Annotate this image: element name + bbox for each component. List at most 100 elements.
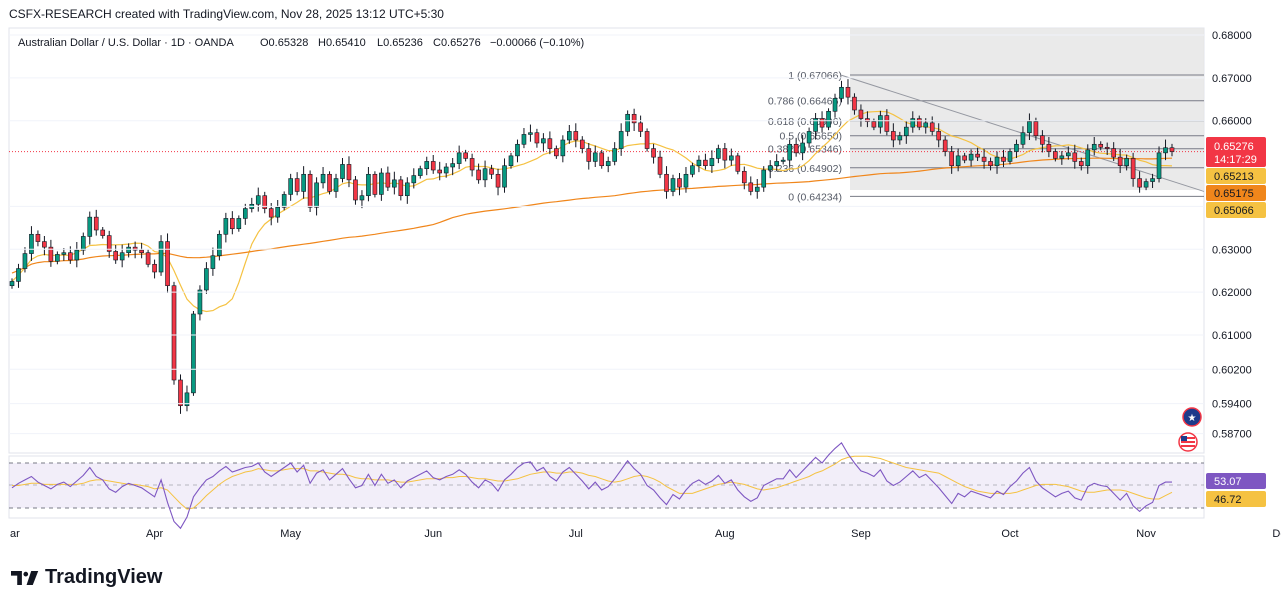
ohlc-change: −0.00066 (−0.10%): [490, 37, 584, 49]
candle-body: [268, 208, 274, 218]
x-axis[interactable]: ar Apr May Jun Jul Aug Sep Oct Nov Dec: [10, 528, 1281, 540]
candle-body: [664, 173, 669, 192]
aud-flag-icon[interactable]: ★: [1182, 407, 1202, 427]
candle-body: [411, 175, 417, 184]
x-tick-label: Apr: [146, 528, 163, 540]
y-axis[interactable]: 0.680000.670000.660000.640000.630000.620…: [9, 30, 1252, 441]
candle-body: [761, 169, 767, 188]
candle-body: [1117, 156, 1123, 167]
y-tick-label: 0.68000: [1212, 30, 1252, 42]
candle-body: [878, 115, 883, 128]
candle-body: [800, 142, 805, 154]
candle-body: [294, 178, 300, 192]
candle-body: [106, 235, 112, 252]
candle-body: [716, 148, 721, 159]
candle-body: [793, 143, 799, 154]
current-price-label: 0.65276: [1214, 141, 1254, 153]
candle-body: [975, 153, 980, 158]
chart-title: Australian Dollar / U.S. Dollar · 1D · O…: [18, 37, 234, 49]
ma-value-label: 0.65213: [1214, 171, 1254, 183]
candle-body: [255, 195, 261, 205]
candle-body: [644, 131, 650, 149]
candle-body: [29, 233, 34, 254]
ma-value-label-bg: [1206, 185, 1266, 201]
candle-body: [1040, 135, 1045, 145]
candle-body: [806, 131, 812, 144]
candle-body: [528, 132, 533, 135]
candle-body: [152, 263, 157, 273]
candle-body: [910, 118, 916, 128]
candle-body: [204, 268, 209, 291]
candle-body: [353, 179, 358, 201]
candle-body: [320, 173, 326, 184]
candles: [9, 79, 1175, 414]
candle-body: [139, 249, 144, 254]
candle-body: [1104, 146, 1110, 149]
candle-body: [696, 159, 702, 167]
candle-body: [275, 206, 281, 218]
candle-body: [450, 163, 455, 168]
candle-body: [988, 161, 993, 167]
candle-body: [599, 152, 605, 167]
rsi-ma-value-label-bg: [1206, 491, 1266, 507]
candle-body: [1078, 161, 1084, 167]
candle-body: [741, 170, 747, 184]
candle-body: [891, 131, 896, 141]
candle-body: [217, 233, 222, 257]
candle-body: [1143, 181, 1149, 188]
candle-body: [404, 182, 410, 197]
candle-body: [1059, 155, 1065, 159]
candle-body: [398, 179, 404, 197]
candle-body: [729, 155, 734, 161]
moving-averages: [11, 110, 1173, 313]
candle-body: [994, 156, 1000, 167]
candle-body: [916, 118, 922, 128]
countdown-label: 14:17:29: [1214, 154, 1257, 166]
candle-body: [780, 159, 786, 162]
candle-body: [16, 268, 21, 282]
x-tick-label: Sep: [851, 528, 871, 540]
candle-body: [677, 178, 682, 188]
candle-body: [955, 155, 961, 167]
ma-value-label-bg: [1206, 168, 1266, 184]
candle-body: [923, 122, 929, 128]
ma-slow-line: [11, 157, 1173, 274]
candle-body: [48, 246, 54, 262]
candle-body: [456, 152, 462, 164]
candle-body: [813, 118, 818, 132]
candle-body: [722, 148, 728, 161]
candle-body: [508, 155, 514, 167]
candle-body: [554, 148, 559, 157]
candle-body: [592, 152, 598, 162]
candle-body: [774, 161, 780, 167]
candle-body: [230, 218, 235, 230]
candle-body: [625, 113, 630, 132]
candle-body: [476, 169, 481, 181]
candle-body: [1130, 158, 1136, 179]
candle-body: [100, 229, 106, 236]
candle-body: [534, 132, 540, 144]
candle-body: [1053, 151, 1058, 159]
candle-body: [61, 252, 67, 255]
y-tick-label: 0.63000: [1212, 244, 1252, 256]
candle-body: [236, 218, 242, 230]
tradingview-brand[interactable]: TradingView: [11, 566, 162, 589]
usd-flag-icon[interactable]: [1178, 432, 1198, 452]
tradingview-logo-icon: [11, 570, 39, 585]
candle-body: [333, 178, 339, 192]
candle-body: [1007, 151, 1013, 162]
x-tick-label: Jun: [424, 528, 442, 540]
candle-body: [586, 148, 592, 162]
fib-level-label: 0.236 (0.64902): [768, 163, 842, 175]
candle-body: [547, 138, 553, 149]
rsi-line: [11, 441, 1172, 530]
candle-body: [424, 161, 430, 170]
candle-body: [735, 155, 741, 172]
ohlc-high: H0.65410: [318, 37, 366, 49]
candle-body: [1137, 178, 1142, 188]
candle-body: [385, 172, 391, 188]
candle-body: [495, 173, 501, 188]
candle-body: [171, 285, 177, 381]
candle-body: [93, 216, 99, 231]
